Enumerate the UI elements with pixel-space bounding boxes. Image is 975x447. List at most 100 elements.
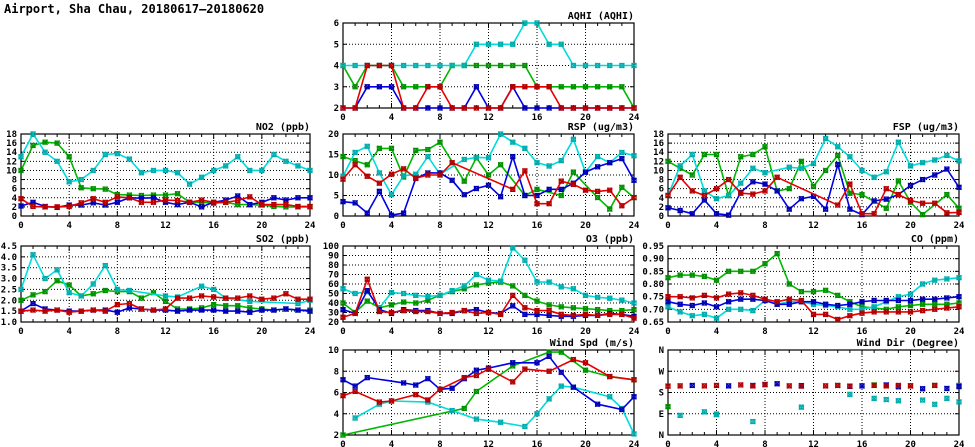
data-point-marker	[606, 206, 613, 212]
data-point-marker	[473, 105, 480, 111]
data-point-marker	[762, 260, 768, 267]
data-point-marker	[931, 277, 938, 284]
data-point-marker	[534, 105, 540, 111]
data-point-marker	[473, 367, 480, 374]
data-point-marker	[162, 167, 169, 174]
data-point-marker	[54, 140, 61, 147]
data-point-marker	[509, 292, 516, 299]
data-point-marker	[497, 278, 504, 285]
x-tick-label: 0	[340, 113, 345, 123]
data-point-marker	[786, 164, 793, 171]
data-point-marker	[352, 199, 359, 206]
data-point-marker	[631, 177, 637, 184]
data-point-marker	[677, 293, 684, 300]
data-point-marker	[689, 302, 696, 309]
data-point-marker	[956, 157, 962, 164]
data-point-marker	[546, 312, 553, 319]
data-point-marker	[174, 197, 181, 204]
x-tick-label: 20	[905, 221, 916, 231]
y-tick-label: 2	[12, 203, 17, 213]
data-point-marker	[42, 288, 49, 295]
chart-title-co: CO (ppm)	[911, 234, 959, 245]
x-tick-label: 8	[437, 221, 442, 231]
data-point-marker	[376, 83, 383, 90]
data-point-marker	[461, 405, 468, 412]
data-point-marker	[352, 105, 359, 111]
data-point-marker	[352, 149, 359, 156]
y-tick-label: 4	[12, 194, 18, 204]
chart-title-fsp: FSP (ug/m3)	[893, 122, 959, 133]
x-tick-label: 4	[389, 113, 395, 123]
chart-co: 0.65 0.70 0.75 0.80 0.85 0.90 0.95 0 4 8 12 16 20 24 C…	[642, 234, 965, 337]
data-point-marker	[521, 257, 528, 264]
chart-rsp: 0 5 10 15 20 0 4 8 12 16 20 24 RSP (ug/m3)	[328, 122, 640, 231]
data-point-marker	[689, 295, 696, 301]
data-point-marker	[931, 301, 938, 308]
data-point-marker	[126, 194, 133, 201]
data-point-marker	[198, 293, 205, 299]
x-tick-label: 24	[954, 327, 965, 337]
data-point-marker	[798, 288, 805, 295]
data-point-marker	[449, 287, 456, 294]
data-point-marker	[594, 401, 601, 408]
data-point-marker	[352, 388, 359, 395]
data-point-marker	[822, 135, 829, 142]
data-point-marker	[737, 306, 744, 313]
y-tick-label: 2.0	[1, 296, 17, 306]
data-point-marker	[582, 292, 589, 299]
data-point-marker	[400, 307, 407, 314]
data-point-marker	[618, 155, 625, 162]
series-cyan	[352, 383, 637, 437]
data-point-marker	[798, 195, 805, 202]
data-point-marker	[258, 167, 265, 174]
data-point-marker	[412, 382, 419, 388]
data-point-marker	[307, 167, 313, 174]
series-red	[340, 159, 637, 209]
x-tick-label: 12	[808, 440, 819, 447]
series-green	[18, 139, 313, 210]
y-tick-label: 100	[323, 242, 339, 252]
data-point-marker	[376, 170, 383, 176]
data-point-marker	[943, 209, 950, 216]
data-point-marker	[846, 206, 853, 213]
x-tick-label: 24	[629, 327, 640, 337]
x-tick-label: 16	[532, 113, 543, 123]
data-point-marker	[871, 303, 878, 310]
data-point-marker	[558, 178, 565, 185]
data-point-marker	[412, 105, 419, 111]
x-tick-label: 12	[160, 221, 171, 231]
data-point-marker	[546, 83, 553, 90]
data-point-marker	[822, 287, 829, 294]
data-point-marker	[956, 293, 962, 300]
data-point-marker	[258, 201, 265, 208]
data-point-marker	[376, 180, 383, 187]
data-point-marker	[210, 286, 217, 293]
y-tick-label: 6	[334, 19, 339, 29]
data-point-marker	[725, 192, 732, 199]
data-point-marker	[376, 62, 383, 69]
y-tick-label: 0.85	[642, 267, 664, 277]
data-point-marker	[114, 199, 121, 206]
data-point-marker	[162, 298, 169, 305]
data-point-marker	[701, 311, 708, 318]
data-point-marker	[919, 397, 926, 403]
x-tick-label: 4	[714, 440, 720, 447]
data-point-marker	[701, 197, 708, 203]
data-point-marker	[713, 295, 720, 301]
y-tick-label: 1.0	[1, 318, 17, 328]
data-point-marker	[102, 199, 109, 206]
data-point-marker	[558, 157, 565, 164]
data-point-marker	[786, 301, 793, 308]
data-point-marker	[725, 298, 732, 305]
y-tick-label: 8	[659, 176, 664, 186]
data-point-marker	[521, 311, 528, 318]
data-point-marker	[570, 384, 577, 391]
data-point-marker	[42, 275, 49, 282]
data-point-marker	[400, 380, 407, 386]
data-point-marker	[340, 306, 346, 313]
data-point-marker	[701, 192, 708, 199]
data-point-marker	[18, 297, 24, 304]
data-point-marker	[570, 169, 577, 176]
plot-border	[667, 245, 960, 323]
data-point-marker	[114, 286, 121, 293]
